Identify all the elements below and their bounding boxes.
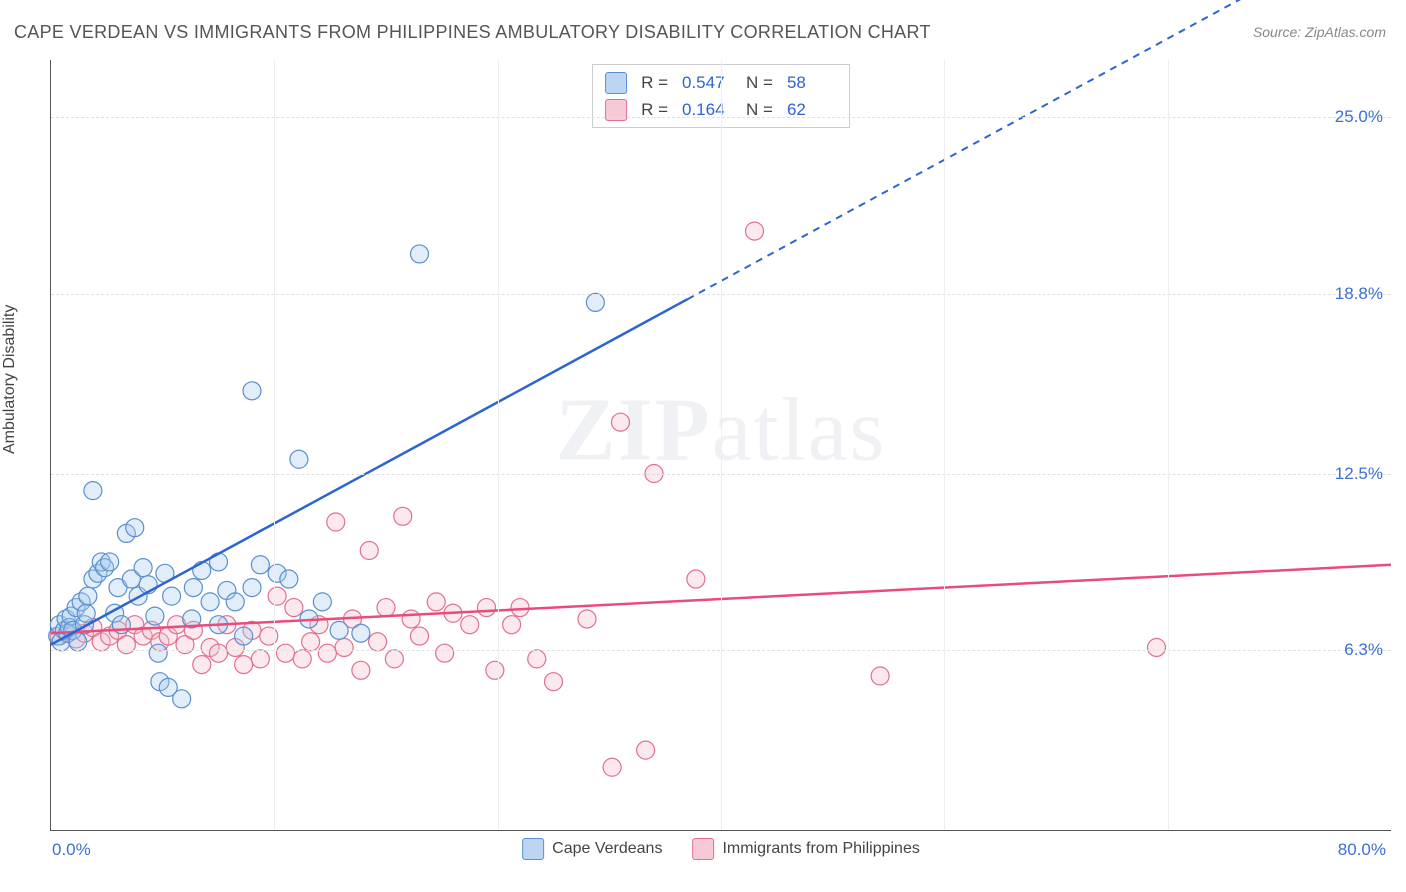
data-point-pink [746, 222, 764, 240]
x-axis-min-label: 0.0% [52, 840, 91, 860]
data-point-pink [528, 650, 546, 668]
data-point-blue [313, 593, 331, 611]
data-point-pink [687, 570, 705, 588]
y-axis-title: Ambulatory Disability [1, 305, 19, 454]
data-point-pink [603, 758, 621, 776]
data-point-blue [146, 607, 164, 625]
data-point-pink [436, 644, 454, 662]
data-point-blue [163, 587, 181, 605]
data-point-pink [293, 650, 311, 668]
data-point-pink [578, 610, 596, 628]
data-point-blue [251, 556, 269, 574]
y-tick-label: 18.8% [1335, 284, 1383, 304]
data-point-blue [586, 293, 604, 311]
r-label: R = [641, 69, 668, 96]
y-tick-label: 12.5% [1335, 464, 1383, 484]
vgridline [721, 60, 722, 830]
r-value-pink: 0.164 [682, 96, 732, 123]
n-value-blue: 58 [787, 69, 837, 96]
data-point-blue [149, 644, 167, 662]
data-point-pink [285, 599, 303, 617]
vgridline [498, 60, 499, 830]
swatch-pink-icon [692, 838, 714, 860]
data-point-pink [335, 638, 353, 656]
data-point-pink [511, 599, 529, 617]
data-point-pink [369, 633, 387, 651]
r-value-blue: 0.547 [682, 69, 732, 96]
swatch-blue-icon [605, 72, 627, 94]
y-tick-label: 25.0% [1335, 107, 1383, 127]
data-point-pink [352, 661, 370, 679]
data-point-pink [545, 673, 563, 691]
data-point-blue [243, 382, 261, 400]
legend-item-pink: Immigrants from Philippines [692, 838, 919, 860]
data-point-pink [478, 599, 496, 617]
data-point-pink [268, 587, 286, 605]
chart-container: CAPE VERDEAN VS IMMIGRANTS FROM PHILIPPI… [0, 0, 1406, 892]
data-point-blue [226, 593, 244, 611]
vgridline [944, 60, 945, 830]
data-point-blue [184, 579, 202, 597]
data-point-pink [461, 616, 479, 634]
legend-label-pink: Immigrants from Philippines [722, 840, 919, 858]
y-tick-label: 6.3% [1344, 640, 1383, 660]
data-point-pink [612, 413, 630, 431]
r-label: R = [641, 96, 668, 123]
data-point-blue [101, 553, 119, 571]
data-point-blue [290, 450, 308, 468]
data-point-pink [318, 644, 336, 662]
source-attribution: Source: ZipAtlas.com [1253, 24, 1386, 40]
data-point-pink [251, 650, 269, 668]
x-axis-max-label: 80.0% [1338, 840, 1386, 860]
data-point-blue [243, 579, 261, 597]
data-point-pink [637, 741, 655, 759]
vgridline [274, 60, 275, 830]
data-point-blue [411, 245, 429, 263]
data-point-blue [134, 559, 152, 577]
plot-area: ZIPatlas R = 0.547 N = 58 R = 0.164 N = … [50, 60, 1391, 831]
data-point-pink [377, 599, 395, 617]
legend-item-blue: Cape Verdeans [522, 838, 662, 860]
data-point-blue [210, 553, 228, 571]
data-point-pink [411, 627, 429, 645]
data-point-blue [235, 627, 253, 645]
series-legend: Cape Verdeans Immigrants from Philippine… [522, 838, 920, 860]
data-point-pink [394, 507, 412, 525]
data-point-pink [360, 542, 378, 560]
data-point-blue [77, 604, 95, 622]
trend-line-blue-dashed [688, 0, 1392, 299]
chart-title: CAPE VERDEAN VS IMMIGRANTS FROM PHILIPPI… [14, 22, 931, 43]
data-point-pink [302, 633, 320, 651]
data-point-pink [260, 627, 278, 645]
data-point-pink [193, 656, 211, 674]
data-point-blue [201, 593, 219, 611]
data-point-pink [871, 667, 889, 685]
n-value-pink: 62 [787, 96, 837, 123]
data-point-pink [210, 644, 228, 662]
data-point-blue [69, 633, 87, 651]
data-point-pink [327, 513, 345, 531]
legend-label-blue: Cape Verdeans [552, 840, 662, 858]
n-label: N = [746, 96, 773, 123]
data-point-blue [126, 519, 144, 537]
data-point-blue [173, 690, 191, 708]
data-point-pink [1148, 638, 1166, 656]
n-label: N = [746, 69, 773, 96]
data-point-pink [486, 661, 504, 679]
data-point-blue [280, 570, 298, 588]
data-point-blue [84, 482, 102, 500]
vgridline [1168, 60, 1169, 830]
data-point-pink [427, 593, 445, 611]
data-point-pink [277, 644, 295, 662]
data-point-pink [235, 656, 253, 674]
swatch-blue-icon [522, 838, 544, 860]
data-point-pink [503, 616, 521, 634]
trend-line-blue [51, 299, 688, 644]
data-point-blue [352, 624, 370, 642]
data-point-pink [385, 650, 403, 668]
data-point-blue [330, 621, 348, 639]
data-point-blue [79, 587, 97, 605]
data-point-pink [402, 610, 420, 628]
